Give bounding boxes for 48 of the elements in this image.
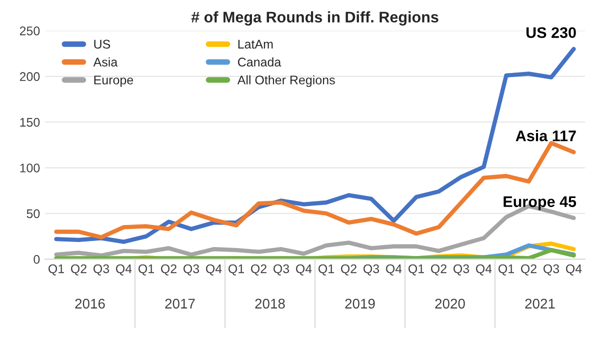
annotation: Europe 45 bbox=[504, 196, 576, 210]
x-tick-label: Q1 bbox=[48, 264, 64, 276]
x-tick-label: Q4 bbox=[386, 264, 402, 276]
y-tick-label: 100 bbox=[20, 164, 40, 172]
x-tick-label: Q3 bbox=[544, 264, 560, 276]
x-tick-label: Q2 bbox=[521, 264, 536, 276]
legend-label: LatAm bbox=[238, 40, 273, 49]
x-tick-label: Q2 bbox=[71, 264, 86, 276]
x-tick-label: Q3 bbox=[364, 264, 380, 276]
line-series bbox=[54, 141, 576, 240]
x-tick-label: Q4 bbox=[206, 264, 222, 276]
legend-label: US bbox=[94, 40, 110, 49]
x-tick-label: Q2 bbox=[341, 264, 356, 276]
x-tick-label: Q4 bbox=[116, 264, 132, 276]
x-tick-label: Q1 bbox=[498, 264, 514, 276]
legend-label: All Other Regions bbox=[237, 75, 335, 87]
x-tick-label: Q3 bbox=[94, 264, 110, 276]
x-tick-label: Q2 bbox=[161, 264, 176, 276]
line-series bbox=[54, 248, 576, 260]
text: 2020 bbox=[435, 298, 465, 309]
text: 2018 bbox=[255, 298, 285, 309]
y-tick-label: 250 bbox=[20, 26, 40, 36]
text: 2016 bbox=[75, 298, 105, 309]
x-tick-label: Q3 bbox=[184, 264, 200, 276]
x-tick-label: Q2 bbox=[431, 264, 446, 276]
x-tick-label: Q1 bbox=[408, 264, 424, 276]
y-tick-label: 0 bbox=[34, 254, 40, 264]
y-tick-label: 150 bbox=[20, 118, 40, 127]
chart-title: # of Mega Rounds in Diff. Regions bbox=[191, 11, 438, 26]
x-tick-label: Q1 bbox=[138, 264, 154, 276]
x-tick-label: Q4 bbox=[296, 264, 312, 276]
legend-label: Europe bbox=[94, 76, 134, 87]
x-tick-label: Q2 bbox=[251, 264, 266, 276]
x-tick-label: Q3 bbox=[454, 264, 470, 276]
text: 2017 bbox=[165, 298, 195, 309]
x-tick-label: Q3 bbox=[274, 264, 290, 276]
text: 2021 bbox=[525, 298, 555, 309]
legend-label: Asia bbox=[93, 57, 118, 67]
y-tick-label: 200 bbox=[20, 72, 40, 82]
x-tick-label: Q4 bbox=[476, 264, 492, 276]
x-tick-label: Q1 bbox=[228, 264, 244, 276]
x-tick-label: Q1 bbox=[318, 264, 334, 276]
annotation: Asia 117 bbox=[516, 130, 576, 142]
x-tick-label: Q4 bbox=[566, 264, 582, 276]
text: 2019 bbox=[345, 298, 375, 309]
annotation: US 230 bbox=[526, 27, 576, 38]
y-tick-label: 50 bbox=[26, 209, 40, 218]
legend-label: Canada bbox=[238, 57, 282, 67]
